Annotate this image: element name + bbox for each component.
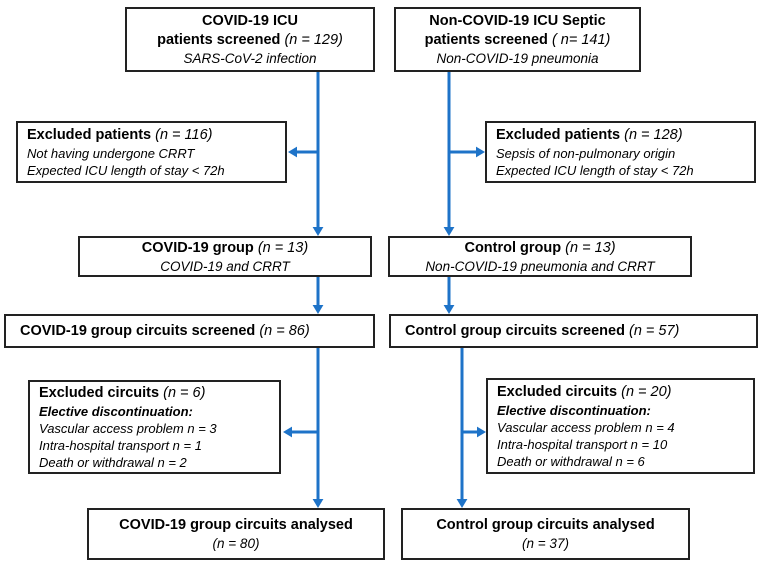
arrow-septic-screened-to-control-group <box>443 72 455 236</box>
exclusion-reason: Sepsis of non-pulmonary origin <box>496 145 676 161</box>
excluded-circuits-label: Excluded circuits <box>39 384 160 401</box>
box-control-group: Control group (n = 13) Non-COVID-19 pneu… <box>388 236 692 277</box>
box-title-line1: COVID-19 ICU <box>202 13 298 29</box>
box-title-line2: patients screened (n = 129) <box>127 31 373 50</box>
box-excluded-patients-covid: Excluded patients (n = 116) Not having u… <box>16 121 287 183</box>
box-excluded-patients-control: Excluded patients (n = 128) Sepsis of no… <box>485 121 756 183</box>
box-title-line2: patients screened ( n= 141) <box>396 31 639 50</box>
n-count: (n = 86) <box>259 322 310 339</box>
box-title: Control group circuits screened (n = 57) <box>405 322 756 341</box>
excluded-circuits-label: Excluded circuits <box>497 383 618 400</box>
n-count: (n = 13) <box>565 239 616 256</box>
n-count: (n = 13) <box>257 239 309 256</box>
box-subtitle: Elective discontinuation: <box>39 403 193 419</box>
box-title: Excluded circuits (n = 6) <box>39 384 275 403</box>
n-count: (n = 116) <box>155 126 213 143</box>
group-label: Control group <box>464 239 562 256</box>
arrow-control-group-to-circuits-screened <box>443 277 455 314</box>
box-title: COVID-19 group circuits screened (n = 86… <box>20 322 373 341</box>
n-count: ( n= 141) <box>551 32 611 48</box>
n-count: (n = 128) <box>624 126 683 143</box>
arrow-covid-screened-to-covid-group <box>312 72 324 236</box>
excluded-label: Excluded patients <box>496 126 621 143</box>
n-count: (n = 6) <box>163 384 206 401</box>
box-title: Control group circuits analysed <box>436 517 655 533</box>
n-count: (n = 57) <box>629 322 680 339</box>
box-excluded-circuits-control: Excluded circuits (n = 20) Elective disc… <box>486 378 755 474</box>
box-title: Control group (n = 13) <box>390 239 690 258</box>
box-title: COVID-19 group (n = 13) <box>80 239 370 258</box>
box-title-line1: Non-COVID-19 ICU Septic <box>429 13 606 29</box>
n-count: (n = 80) <box>212 536 260 551</box>
box-septic-icu-screened: Non-COVID-19 ICU Septic patients screene… <box>394 7 641 72</box>
exclusion-reason: Intra-hospital transport n = 1 <box>39 437 202 453</box>
box-subtitle: Elective discontinuation: <box>497 402 651 418</box>
box-covid-icu-screened: COVID-19 ICU patients screened (n = 129)… <box>125 7 375 72</box>
exclusion-reason: Expected ICU length of stay < 72h <box>27 162 225 178</box>
box-covid-circuits-screened: COVID-19 group circuits screened (n = 86… <box>4 314 375 348</box>
arrow-covid-group-to-circuits-screened <box>312 277 324 314</box>
box-title: Excluded patients (n = 116) <box>27 126 281 145</box>
box-covid-circuits-analysed: COVID-19 group circuits analysed (n = 80… <box>87 508 385 560</box>
screened-label: patients screened <box>424 32 548 48</box>
box-subtitle: SARS-CoV-2 infection <box>183 51 317 66</box>
exclusion-reason: Expected ICU length of stay < 72h <box>496 162 694 178</box>
exclusion-reason: Death or withdrawal n = 2 <box>39 454 187 470</box>
arrow-to-excluded-circuits-covid <box>283 426 318 438</box>
box-title: Excluded circuits (n = 20) <box>497 383 749 402</box>
excluded-label: Excluded patients <box>27 126 152 143</box>
screened-label: patients screened <box>157 32 281 48</box>
arrow-to-excluded-patients-covid <box>288 146 318 158</box>
arrow-control-circuits-to-analysed <box>456 348 468 508</box>
group-label: COVID-19 group <box>141 239 254 256</box>
box-subtitle: COVID-19 and CRRT <box>160 258 290 274</box>
box-title: Excluded patients (n = 128) <box>496 126 750 145</box>
exclusion-reason: Not having undergone CRRT <box>27 145 195 161</box>
exclusion-reason: Death or withdrawal n = 6 <box>497 453 645 469</box>
box-control-circuits-screened: Control group circuits screened (n = 57) <box>389 314 758 348</box>
circuits-screened-label: Control group circuits screened <box>405 322 625 339</box>
n-count: (n = 20) <box>621 383 672 400</box>
arrow-to-excluded-circuits-control <box>462 426 486 438</box>
circuits-screened-label: COVID-19 group circuits screened <box>20 322 256 339</box>
box-title: COVID-19 group circuits analysed <box>119 517 353 533</box>
arrow-covid-circuits-to-analysed <box>312 348 324 508</box>
n-count: (n = 129) <box>284 32 343 48</box>
box-subtitle: Non-COVID-19 pneumonia and CRRT <box>425 258 655 274</box>
n-count: (n = 37) <box>522 536 569 551</box>
box-excluded-circuits-covid: Excluded circuits (n = 6) Elective disco… <box>28 380 281 474</box>
box-subtitle: Non-COVID-19 pneumonia <box>436 51 599 66</box>
arrow-to-excluded-patients-control <box>449 146 485 158</box>
exclusion-reason: Vascular access problem n = 4 <box>497 419 675 435</box>
exclusion-reason: Vascular access problem n = 3 <box>39 420 217 436</box>
exclusion-reason: Intra-hospital transport n = 10 <box>497 436 668 452</box>
box-control-circuits-analysed: Control group circuits analysed (n = 37) <box>401 508 690 560</box>
box-covid-group: COVID-19 group (n = 13) COVID-19 and CRR… <box>78 236 372 277</box>
